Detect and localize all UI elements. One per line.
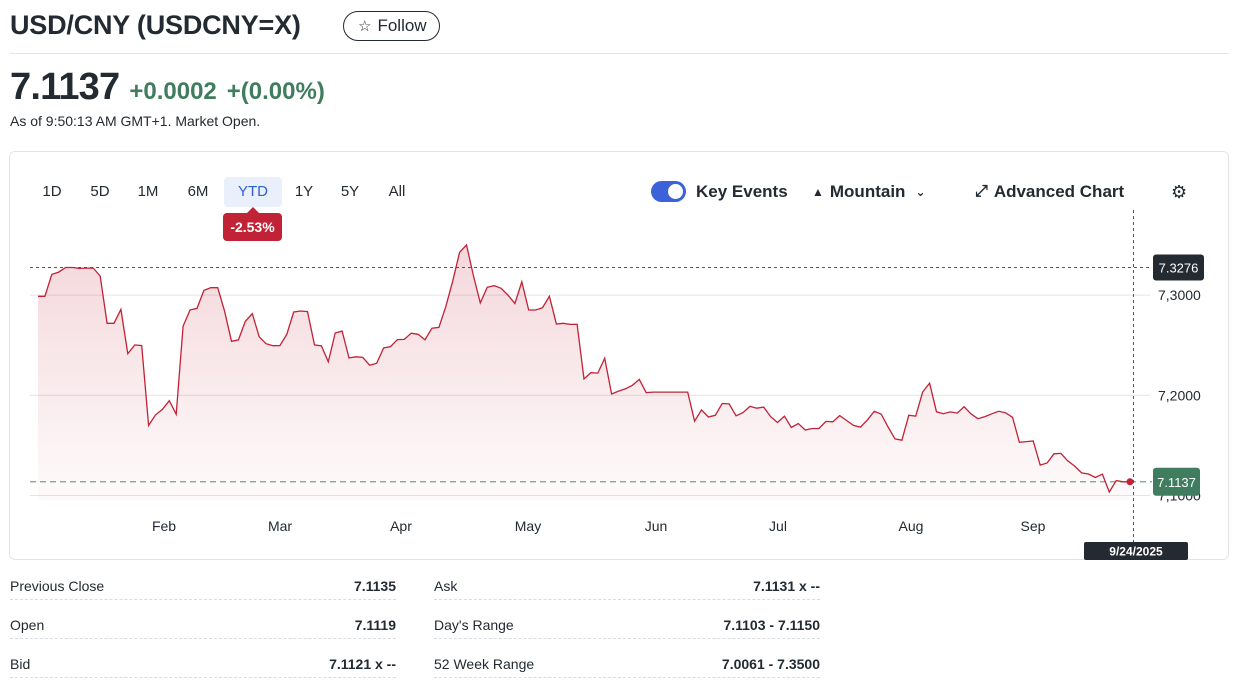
last-value-badge — [1153, 467, 1200, 496]
mountain-icon: ▲ — [812, 185, 824, 199]
x-tick-label: Mar — [268, 518, 292, 534]
stat-52-week-range: 52 Week Range 7.0061 - 7.3500 — [434, 652, 820, 678]
stat-ask: Ask 7.1131 x -- — [434, 574, 820, 600]
stat-label: Bid — [10, 656, 31, 672]
x-tick-label: Apr — [390, 518, 412, 534]
stat-value: 7.1119 — [354, 617, 396, 633]
last-price-dot — [1126, 478, 1134, 486]
x-tick-label: Jun — [645, 518, 668, 534]
advanced-chart-link[interactable]: ⤢ Advanced Chart — [975, 182, 1124, 202]
quote-summary: 7.1137 +0.0002 +(0.00%) — [10, 66, 325, 109]
x-tick-label: May — [515, 518, 541, 534]
stat-label: 52 Week Range — [434, 656, 535, 672]
key-events-label: Key Events — [696, 181, 788, 201]
key-events-toggle[interactable]: Key Events — [651, 181, 788, 202]
range-6m[interactable]: 6M — [187, 183, 209, 200]
ytd-change-badge: -2.53% — [223, 207, 282, 241]
star-icon: ☆ — [358, 18, 372, 35]
toggle-switch[interactable] — [651, 181, 686, 202]
x-tick-label: Feb — [152, 518, 176, 534]
stat-label: Open — [10, 617, 45, 633]
stat-value: 7.1103 - 7.1150 — [723, 617, 820, 633]
chart-type-dropdown[interactable]: ▲ Mountain ⌄ — [812, 182, 926, 202]
crosshair-date-label: 9/24/2025 — [1109, 545, 1163, 559]
stat-bid: Bid 7.1121 x -- — [10, 652, 396, 678]
follow-label: Follow — [377, 16, 427, 35]
range-all[interactable]: All — [388, 183, 406, 200]
range-1d[interactable]: 1D — [42, 183, 62, 200]
stat-previous-close: Previous Close 7.1135 — [10, 574, 396, 600]
range-5d[interactable]: 5D — [90, 183, 110, 200]
chevron-down-icon: ⌄ — [915, 185, 926, 199]
y-tick-label: 7,3000 — [1158, 287, 1201, 303]
x-tick-label: Aug — [899, 518, 924, 534]
price-line — [38, 243, 1130, 494]
stat-open: Open 7.1119 — [10, 613, 396, 639]
expand-arrow-icon: ⤢ — [975, 183, 988, 200]
price-change-percent: +(0.00%) — [226, 78, 325, 105]
range-1y[interactable]: 1Y — [294, 183, 314, 200]
last-value-label: 7.1137 — [1157, 475, 1196, 490]
crosshair-date-badge — [1084, 542, 1188, 560]
y-tick-label: 7,2000 — [1158, 387, 1201, 403]
chart-card — [9, 151, 1229, 560]
advanced-chart-label: Advanced Chart — [993, 182, 1125, 201]
range-1m[interactable]: 1M — [137, 183, 159, 200]
stat-value: 7.1135 — [353, 578, 396, 594]
follow-button[interactable]: ☆ Follow — [343, 11, 440, 41]
stat-value: 7.1131 x -- — [753, 578, 820, 594]
high-value-badge — [1153, 254, 1204, 281]
price-change: +0.0002 — [129, 78, 217, 105]
stat-label: Day's Range — [434, 617, 514, 633]
x-tick-label: Sep — [1021, 518, 1046, 534]
chart-type-label: Mountain — [829, 182, 906, 201]
stat-value: 7.0061 - 7.3500 — [721, 656, 820, 672]
range-ytd[interactable]: YTD — [224, 177, 282, 207]
page-title: USD/CNY (USDCNY=X) — [10, 10, 301, 40]
stat-label: Ask — [434, 578, 458, 594]
page-header: USD/CNY (USDCNY=X) ☆ Follow — [10, 8, 1229, 54]
range-5y[interactable]: 5Y — [340, 183, 360, 200]
stat-value: 7.1121 x -- — [329, 656, 396, 672]
x-tick-label: Jul — [769, 518, 787, 534]
stat-days-range: Day's Range 7.1103 - 7.1150 — [434, 613, 820, 639]
stat-label: Previous Close — [10, 578, 105, 594]
gear-icon[interactable]: ⚙ — [1171, 182, 1188, 202]
price-area — [38, 245, 1130, 501]
high-value-label: 7.3276 — [1159, 260, 1199, 275]
quote-timestamp: As of 9:50:13 AM GMT+1. Market Open. — [10, 113, 261, 129]
last-price: 7.1137 — [10, 66, 120, 108]
